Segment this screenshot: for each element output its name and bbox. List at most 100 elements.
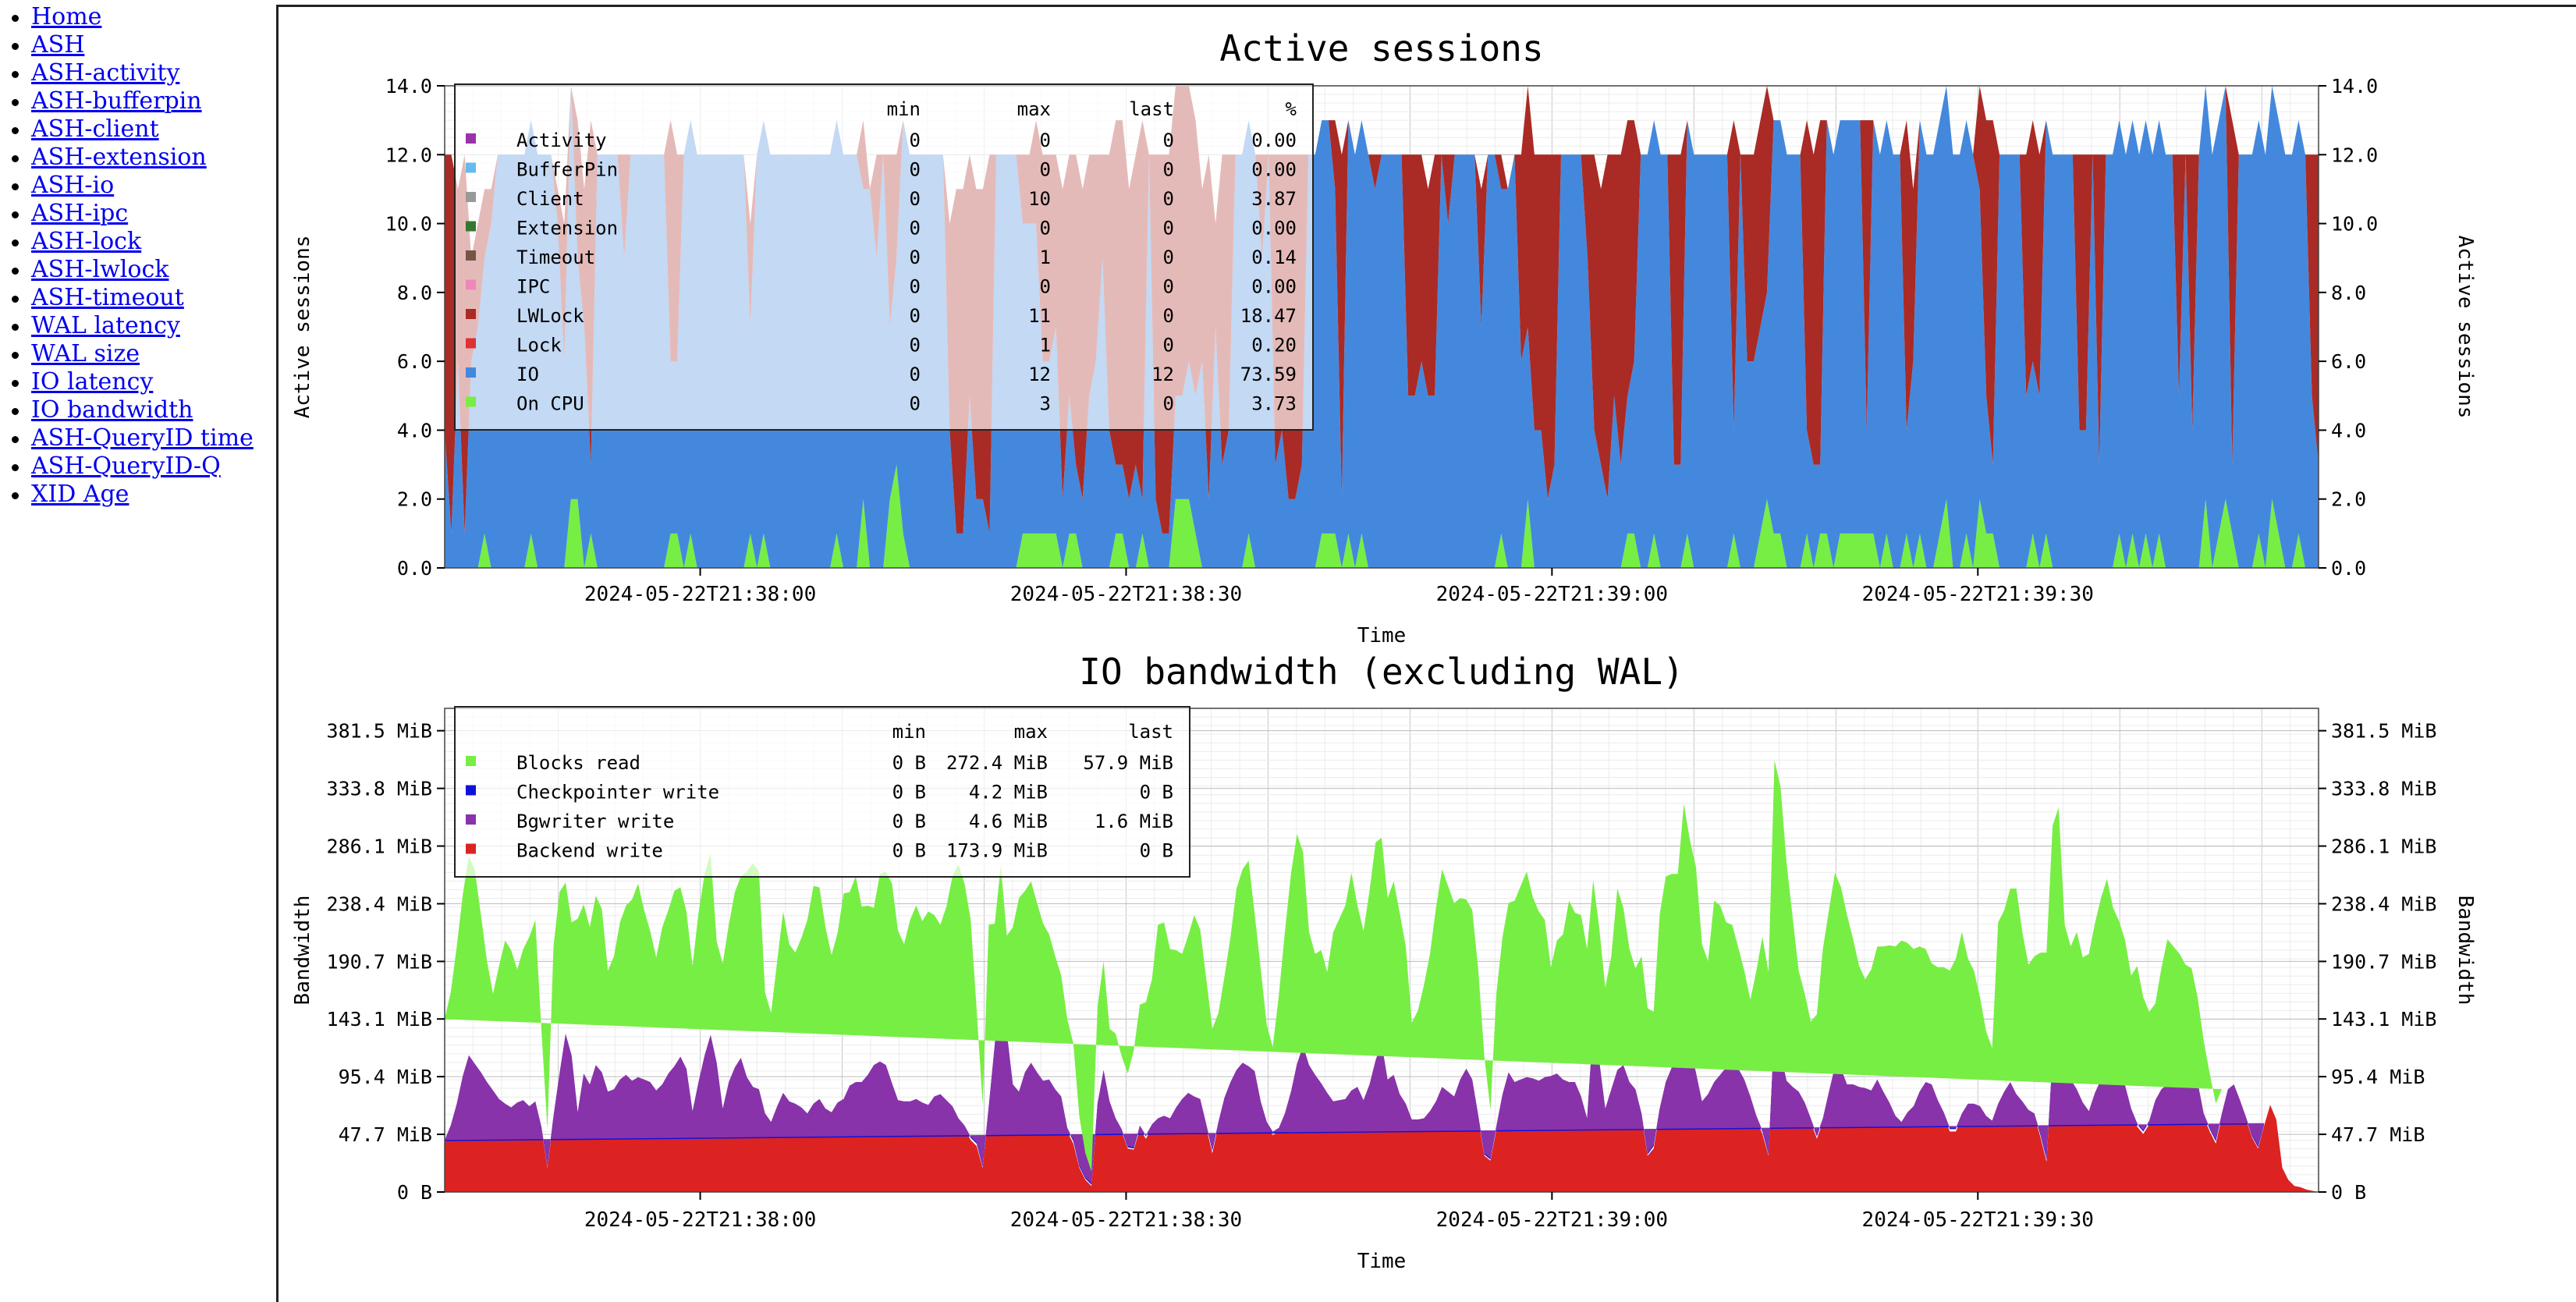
legend-value: 0: [1040, 276, 1051, 298]
nav-link-ash-io[interactable]: ASH-io: [31, 172, 115, 199]
nav-link-xid-age[interactable]: XID Age: [31, 481, 130, 508]
nav-link-home[interactable]: Home: [31, 3, 102, 30]
legend-value: 0: [910, 129, 921, 151]
x-tick-label: 2024-05-22T21:39:00: [1436, 583, 1668, 606]
legend-value: 0.00: [1251, 276, 1297, 298]
y-tick-label-left: 381.5 MiB: [327, 720, 432, 743]
y-tick-label-right: 95.4 MiB: [2331, 1066, 2425, 1088]
legend-swatch: [466, 396, 476, 407]
legend-value: 4.2 MiB: [969, 782, 1048, 804]
x-tick-label: 2024-05-22T21:39:30: [1862, 583, 2094, 606]
legend-value: 0.00: [1251, 159, 1297, 181]
nav-menu: Home ASH ASH-activity ASH-bufferpin ASH-clie…: [11, 3, 268, 509]
legend-box: [454, 706, 1190, 878]
x-tick-label: 2024-05-22T21:39:30: [1862, 1208, 2094, 1232]
legend-value: 0: [1040, 218, 1051, 239]
nav-item: Home: [12, 3, 268, 31]
y-tick-label-right: 0 B: [2331, 1181, 2366, 1204]
nav-link-io-bandwidth[interactable]: IO bandwidth: [31, 396, 193, 424]
nav-item: ASH-ipc: [12, 200, 268, 228]
legend-label: Timeout: [516, 247, 595, 268]
nav-item: ASH-lock: [12, 228, 268, 256]
legend-label: BufferPin: [516, 159, 618, 181]
plot-frame: [444, 85, 2319, 569]
legend-value: 12: [1151, 364, 1174, 385]
legend-value: 0: [910, 276, 921, 298]
nav-link-ash-queryid-time[interactable]: ASH-QueryID time: [31, 424, 254, 452]
y-tick-label-right: 6.0: [2331, 350, 2366, 373]
legend-label: On CPU: [516, 393, 584, 415]
y-tick-label-left: 0.0: [397, 557, 432, 580]
nav-link-io-latency[interactable]: IO latency: [31, 368, 154, 396]
legend-value: 0 B: [1140, 840, 1173, 862]
chart-panel: [276, 5, 2576, 1302]
nav-item: ASH: [12, 31, 268, 59]
nav-link-wal-latency[interactable]: WAL latency: [31, 312, 180, 339]
legend-header: max: [1014, 721, 1048, 743]
chart-io-bandwidth: 0 B 0 B 47.7 MiB 47.7 MiB 95.4 MiB 95.4 MiB 14…: [291, 651, 2477, 1273]
legend-value: 0 B: [892, 840, 926, 862]
legend-swatch: [466, 814, 476, 825]
nav-link-wal-size[interactable]: WAL size: [31, 340, 140, 367]
legend-value: 0.20: [1251, 335, 1297, 357]
y-tick-label-right: 4.0: [2331, 419, 2366, 442]
nav-item: WAL size: [12, 340, 268, 368]
nav-list: Home ASH ASH-activity ASH-bufferpin ASH-clie…: [11, 3, 268, 509]
legend-value: 0: [1163, 335, 1174, 357]
x-tick-label: 2024-05-22T21:38:00: [584, 1208, 816, 1232]
nav-link-ash-client[interactable]: ASH-client: [31, 115, 159, 143]
nav-link-ash-lock[interactable]: ASH-lock: [31, 228, 142, 255]
nav-link-ash-ipc[interactable]: ASH-ipc: [31, 200, 129, 227]
legend-header: min: [887, 98, 921, 120]
chart-title: Active sessions: [1219, 27, 1543, 69]
legend-value: 0: [1163, 159, 1174, 181]
x-tick-label: 2024-05-22T21:38:30: [1010, 583, 1242, 606]
legend-swatch: [466, 221, 476, 232]
legend-swatch: [466, 192, 476, 202]
nav-item: ASH-lwlock: [12, 256, 268, 284]
x-axis-label: Time: [1357, 624, 1407, 647]
x-axis-label: Time: [1357, 1250, 1407, 1273]
legend-swatch: [466, 279, 476, 290]
legend-value: 0: [1163, 247, 1174, 268]
legend-box: [454, 83, 1314, 431]
y-tick-label-right: 143.1 MiB: [2331, 1008, 2436, 1031]
legend-value: 10: [1028, 188, 1051, 210]
chart-active-sessions: 0.0 0.02.0 2.04.0 4.06.0 6.08.0 8.010.0 10.012…: [291, 27, 2477, 647]
y-tick-label-right: 190.7 MiB: [2331, 950, 2436, 973]
nav-link-ash-timeout[interactable]: ASH-timeout: [31, 284, 184, 311]
legend-label: Lock: [516, 335, 562, 357]
legend-value: 3.73: [1251, 393, 1297, 415]
legend-value: 4.6 MiB: [969, 811, 1048, 832]
legend-label: Bgwriter write: [516, 811, 674, 832]
y-axis-label-left: Bandwidth: [291, 896, 314, 1006]
nav-item: WAL latency: [12, 312, 268, 340]
legend-header: max: [1017, 98, 1051, 120]
legend: min max last % Activity 0 0 0 0.00 BufferPin 0 0 0 0.…: [454, 83, 1314, 431]
nav-item: ASH-QueryID time: [12, 424, 268, 452]
y-axis-label-left: Active sessions: [291, 236, 314, 419]
legend-swatch: [466, 785, 476, 796]
nav-link-ash[interactable]: ASH: [31, 31, 85, 59]
legend-value: 0: [910, 159, 921, 181]
y-tick-label-right: 0.0: [2331, 557, 2366, 580]
nav-link-ash-extension[interactable]: ASH-extension: [31, 144, 207, 171]
legend: min max last Blocks read 0 B 272.4 MiB 57.9 Mi…: [454, 706, 1190, 878]
nav-link-ash-bufferpin[interactable]: ASH-bufferpin: [31, 87, 202, 115]
nav-link-ash-activity[interactable]: ASH-activity: [31, 59, 180, 87]
legend-value: 0 B: [892, 782, 926, 804]
legend-value: 0: [910, 305, 921, 327]
plot-frame: [444, 708, 2319, 1193]
legend-value: 3.87: [1251, 188, 1297, 210]
y-tick-label-left: 47.7 MiB: [339, 1123, 432, 1146]
legend-value: 11: [1028, 305, 1051, 327]
legend-value: 173.9 MiB: [946, 840, 1048, 862]
nav-item: ASH-io: [12, 172, 268, 200]
nav-item: XID Age: [12, 481, 268, 509]
nav-link-ash-queryid-q[interactable]: ASH-QueryID-Q: [31, 452, 221, 480]
legend-value: 0: [910, 393, 921, 415]
legend-value: 0.14: [1251, 247, 1297, 268]
y-axis-label-right: Active sessions: [2454, 236, 2477, 419]
nav-link-ash-lwlock[interactable]: ASH-lwlock: [31, 256, 169, 283]
